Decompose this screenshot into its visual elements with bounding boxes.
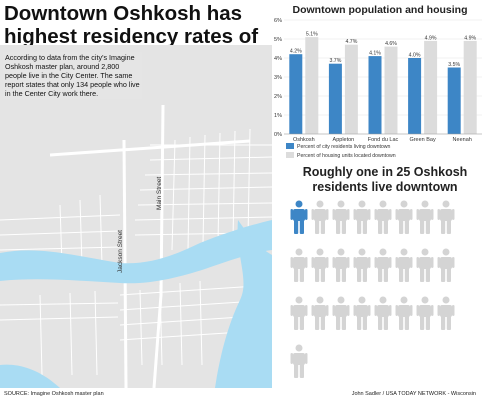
person-icon <box>374 200 392 234</box>
person-icon <box>311 200 329 234</box>
bar <box>368 56 382 134</box>
bar-value-label: 4.1% <box>369 51 381 57</box>
bar <box>424 40 438 134</box>
person-icon <box>416 200 434 234</box>
source-note: SOURCE: Imagine Oshkosh master plan <box>4 391 104 397</box>
person-icon <box>416 296 434 330</box>
person-icon <box>395 296 413 330</box>
downtown-map: According to data from the city's Imagin… <box>0 45 272 388</box>
x-tick-label: Fond du Lac <box>368 137 399 143</box>
person-icon <box>290 248 308 282</box>
person-icon-highlighted <box>290 200 308 234</box>
legend-swatch <box>286 152 294 158</box>
y-tick-label: 2% <box>274 94 282 100</box>
person-icon <box>353 200 371 234</box>
legend-swatch <box>286 143 294 149</box>
pictogram-title: Roughly one in 25 Oshkosh residents live… <box>302 165 468 194</box>
person-icon <box>311 248 329 282</box>
credit-note: John Sadler / USA TODAY NETWORK - Wiscon… <box>351 391 476 397</box>
street-label-jackson: Jackson Street <box>117 230 124 273</box>
bar <box>305 37 319 134</box>
map-land <box>0 45 272 388</box>
bar <box>289 54 303 135</box>
bar-chart: 0% 1% 2% 3% 4% 5% 6% 4.2% 5.1% Oshkosh 3.7% 4.7% App… <box>274 18 482 159</box>
map-street-grid <box>0 128 272 376</box>
bar-value-label: 5.1% <box>306 32 318 38</box>
y-tick-label: 1% <box>274 113 282 119</box>
bar <box>344 44 358 135</box>
pictogram <box>290 200 480 390</box>
x-tick-label: Oshkosh <box>293 137 315 143</box>
intro-text: According to data from the city's Imagin… <box>3 52 142 99</box>
bar <box>384 46 398 134</box>
person-icon <box>332 296 350 330</box>
bar-value-label: 4.7% <box>345 39 357 45</box>
person-icon <box>395 248 413 282</box>
person-icon <box>290 296 308 330</box>
person-icon <box>353 248 371 282</box>
person-icon <box>437 200 455 234</box>
bar-value-label: 4.9% <box>425 35 437 41</box>
map-graphic <box>0 45 272 388</box>
y-tick-label: 6% <box>274 18 282 24</box>
x-tick-label: Green Bay <box>409 137 436 143</box>
street-label-main: Main Street <box>156 176 163 210</box>
chart-title: Downtown population and housing <box>292 4 468 16</box>
person-icon <box>395 200 413 234</box>
person-icon <box>374 248 392 282</box>
person-icon <box>290 344 308 378</box>
y-tick-label: 4% <box>274 56 282 62</box>
fox-river <box>0 220 272 284</box>
person-icon <box>374 296 392 330</box>
bar <box>463 40 477 134</box>
person-icon <box>416 248 434 282</box>
bar-value-label: 3.7% <box>329 58 341 64</box>
x-tick-label: Neenah <box>453 137 472 143</box>
y-tick-label: 5% <box>274 37 282 43</box>
bar <box>447 67 461 134</box>
bar-value-label: 4.6% <box>385 41 397 47</box>
person-icon <box>437 296 455 330</box>
bar-value-label: 4.9% <box>464 35 476 41</box>
legend-label: Percent of city residents living downtow… <box>297 144 391 150</box>
person-icon <box>332 200 350 234</box>
map-water-corner <box>0 364 60 388</box>
bar <box>408 58 422 134</box>
bar <box>328 63 342 135</box>
legend-label: Percent of housing units located downtow… <box>297 153 396 159</box>
person-icon <box>353 296 371 330</box>
bar-value-label: 3.5% <box>448 62 460 68</box>
x-tick-label: Appleton <box>333 137 355 143</box>
person-icon <box>332 248 350 282</box>
person-icon <box>437 248 455 282</box>
person-icon <box>311 296 329 330</box>
lake-winnebago <box>215 220 272 388</box>
y-tick-label: 0% <box>274 132 282 138</box>
y-tick-label: 3% <box>274 75 282 81</box>
bar-value-label: 4.2% <box>290 49 302 55</box>
bar-value-label: 4.0% <box>409 53 421 59</box>
